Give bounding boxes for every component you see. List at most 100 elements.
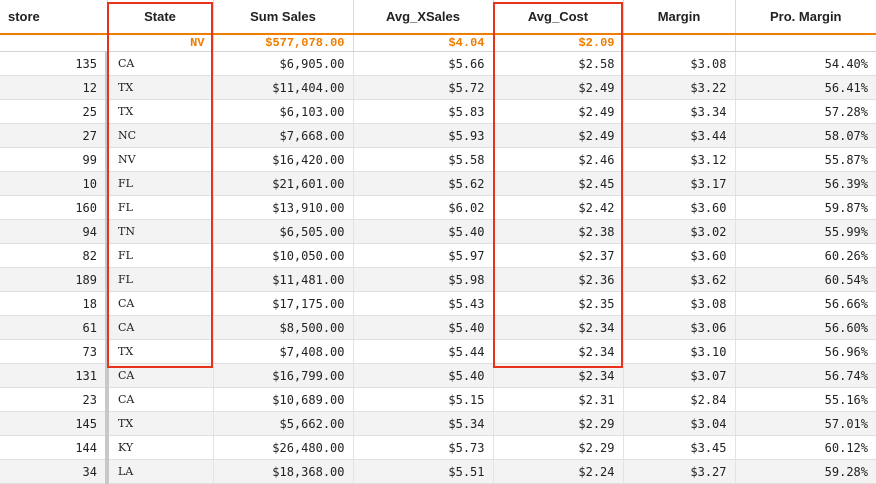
margin-cell[interactable]: $3.45 [623,435,736,460]
table-row[interactable]: 135 CA $6,905.00 $5.66 $2.58 $3.08 54.40% [0,51,876,76]
pro-margin-cell[interactable]: 58.07% [735,123,876,148]
margin-cell[interactable]: $3.62 [623,267,736,292]
avg-xsales-cell[interactable]: $5.40 [353,219,494,244]
store-cell[interactable]: 189 [0,267,109,292]
pro-margin-cell[interactable]: 55.99% [735,219,876,244]
store-cell[interactable]: 144 [0,435,109,460]
avg-cost-cell[interactable]: $2.29 [493,411,624,436]
table-row[interactable]: 27 NC $7,668.00 $5.93 $2.49 $3.44 58.07% [0,123,876,148]
sum-sales-cell[interactable]: $7,408.00 [213,339,354,364]
margin-cell[interactable]: $3.22 [623,75,736,100]
sum-sales-cell[interactable]: $13,910.00 [213,195,354,220]
table-row[interactable]: 189 FL $11,481.00 $5.98 $2.36 $3.62 60.54% [0,267,876,292]
avg-cost-cell[interactable]: $2.58 [493,51,624,76]
store-cell[interactable]: 82 [0,243,109,268]
state-cell[interactable]: FL [107,243,214,268]
avg-xsales-cell[interactable]: $6.02 [353,195,494,220]
sum-sales-cell[interactable]: $10,689.00 [213,387,354,412]
avg-xsales-cell[interactable]: $5.97 [353,243,494,268]
store-cell[interactable]: 99 [0,147,109,172]
avg-cost-cell[interactable]: $2.45 [493,171,624,196]
state-cell[interactable]: CA [107,387,214,412]
avg-cost-cell[interactable]: $2.24 [493,459,624,484]
table-row[interactable]: 61 CA $8,500.00 $5.40 $2.34 $3.06 56.60% [0,315,876,340]
table-row[interactable]: 144 KY $26,480.00 $5.73 $2.29 $3.45 60.12% [0,435,876,460]
state-cell[interactable]: TX [107,99,214,124]
pro-margin-cell[interactable]: 57.01% [735,411,876,436]
column-header-pro-margin[interactable]: Pro. Margin [735,0,876,34]
avg-cost-cell[interactable]: $2.34 [493,363,624,388]
avg-xsales-cell[interactable]: $5.72 [353,75,494,100]
table-row[interactable]: 25 TX $6,103.00 $5.83 $2.49 $3.34 57.28% [0,99,876,124]
state-cell[interactable]: FL [107,171,214,196]
store-cell[interactable]: 61 [0,315,109,340]
state-cell[interactable]: TN [107,219,214,244]
state-cell[interactable]: NV [107,147,214,172]
avg-xsales-cell[interactable]: $5.73 [353,435,494,460]
table-row[interactable]: 145 TX $5,662.00 $5.34 $2.29 $3.04 57.01% [0,411,876,436]
store-cell[interactable]: 94 [0,219,109,244]
avg-cost-cell[interactable]: $2.42 [493,195,624,220]
store-cell[interactable]: 131 [0,363,109,388]
avg-xsales-cell[interactable]: $5.58 [353,147,494,172]
store-cell[interactable]: 10 [0,171,109,196]
avg-cost-cell[interactable]: $2.34 [493,339,624,364]
table-row[interactable]: 34 LA $18,368.00 $5.51 $2.24 $3.27 59.28% [0,459,876,484]
pro-margin-cell[interactable]: 56.66% [735,291,876,316]
avg-xsales-cell[interactable]: $5.93 [353,123,494,148]
avg-xsales-cell[interactable]: $5.44 [353,339,494,364]
sum-sales-cell[interactable]: $16,799.00 [213,363,354,388]
sum-sales-cell[interactable]: $26,480.00 [213,435,354,460]
pro-margin-cell[interactable]: 54.40% [735,51,876,76]
store-cell[interactable]: 135 [0,51,109,76]
margin-cell[interactable]: $3.06 [623,315,736,340]
state-cell[interactable]: TX [107,411,214,436]
pro-margin-cell[interactable]: 60.54% [735,267,876,292]
table-row[interactable]: 160 FL $13,910.00 $6.02 $2.42 $3.60 59.87% [0,195,876,220]
state-cell[interactable]: NC [107,123,214,148]
column-header-store[interactable]: store [0,0,108,34]
margin-cell[interactable]: $3.02 [623,219,736,244]
avg-xsales-cell[interactable]: $5.62 [353,171,494,196]
margin-cell[interactable]: $3.44 [623,123,736,148]
state-cell[interactable]: LA [107,459,214,484]
pro-margin-cell[interactable]: 59.87% [735,195,876,220]
margin-cell[interactable]: $3.04 [623,411,736,436]
sum-sales-cell[interactable]: $21,601.00 [213,171,354,196]
margin-cell[interactable]: $3.07 [623,363,736,388]
sum-sales-cell[interactable]: $6,505.00 [213,219,354,244]
margin-cell[interactable]: $3.08 [623,51,736,76]
table-row[interactable]: 94 TN $6,505.00 $5.40 $2.38 $3.02 55.99% [0,219,876,244]
avg-xsales-cell[interactable]: $5.51 [353,459,494,484]
store-cell[interactable]: 145 [0,411,109,436]
sum-sales-cell[interactable]: $8,500.00 [213,315,354,340]
avg-xsales-cell[interactable]: $5.98 [353,267,494,292]
avg-cost-cell[interactable]: $2.49 [493,99,624,124]
margin-cell[interactable]: $3.10 [623,339,736,364]
sum-sales-cell[interactable]: $16,420.00 [213,147,354,172]
store-cell[interactable]: 73 [0,339,109,364]
margin-cell[interactable]: $3.60 [623,243,736,268]
pro-margin-cell[interactable]: 56.39% [735,171,876,196]
store-cell[interactable]: 18 [0,291,109,316]
pro-margin-cell[interactable]: 57.28% [735,99,876,124]
state-cell[interactable]: CA [107,315,214,340]
column-header-state[interactable]: State [107,0,214,34]
state-cell[interactable]: FL [107,267,214,292]
table-row[interactable]: 23 CA $10,689.00 $5.15 $2.31 $2.84 55.16% [0,387,876,412]
sum-sales-cell[interactable]: $6,103.00 [213,99,354,124]
column-header-avg-cost[interactable]: Avg_Cost [493,0,624,34]
state-cell[interactable]: CA [107,291,214,316]
sum-sales-cell[interactable]: $5,662.00 [213,411,354,436]
sum-sales-cell[interactable]: $17,175.00 [213,291,354,316]
margin-cell[interactable]: $3.34 [623,99,736,124]
sum-sales-cell[interactable]: $6,905.00 [213,51,354,76]
avg-cost-cell[interactable]: $2.31 [493,387,624,412]
pro-margin-cell[interactable]: 60.26% [735,243,876,268]
pro-margin-cell[interactable]: 59.28% [735,459,876,484]
pro-margin-cell[interactable]: 55.16% [735,387,876,412]
store-cell[interactable]: 160 [0,195,109,220]
column-header-avg-xsales[interactable]: Avg_XSales [353,0,494,34]
avg-cost-cell[interactable]: $2.46 [493,147,624,172]
store-cell[interactable]: 27 [0,123,109,148]
